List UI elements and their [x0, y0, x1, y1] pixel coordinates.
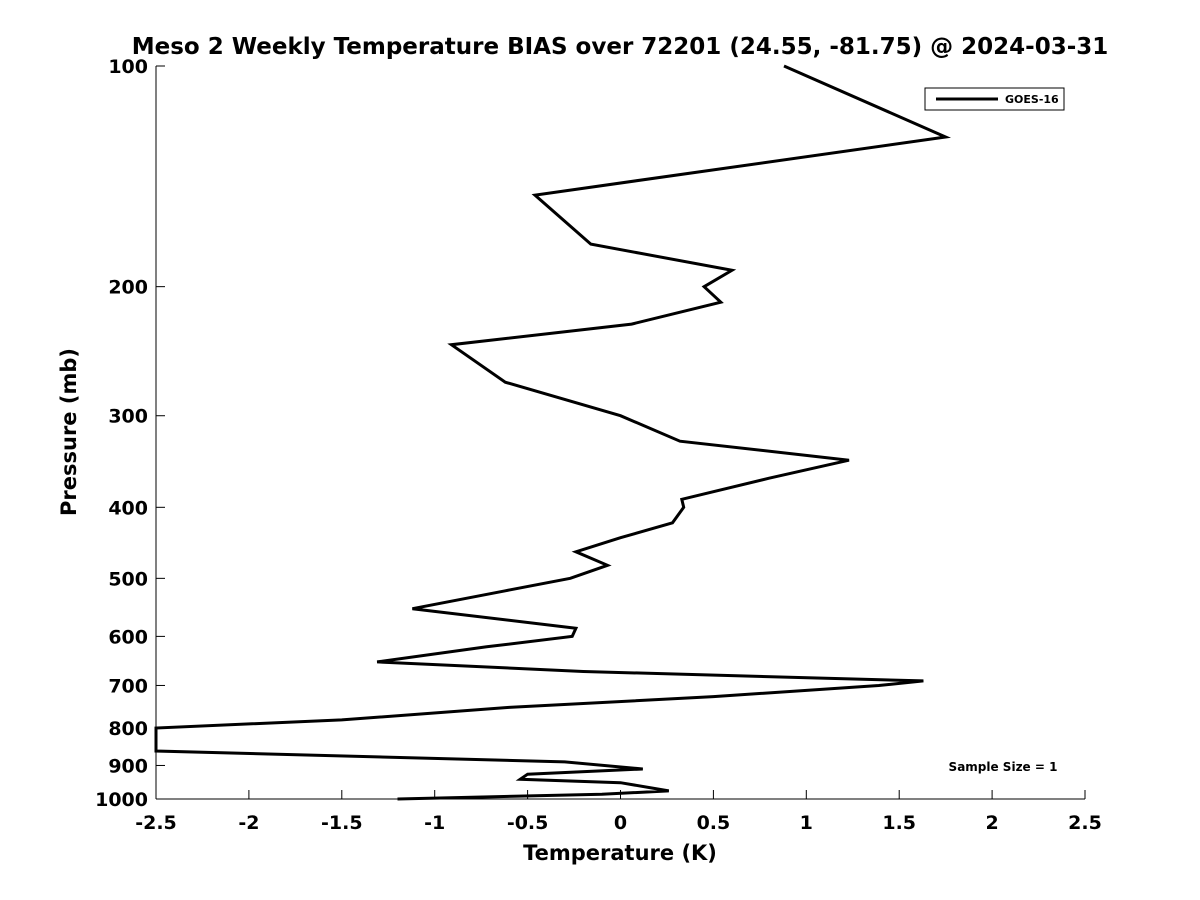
x-tick-label: -1.5 — [321, 812, 363, 834]
x-axis-label: Temperature (K) — [523, 841, 717, 865]
y-axis-label: Pressure (mb) — [57, 348, 81, 516]
chart-title: Meso 2 Weekly Temperature BIAS over 7220… — [132, 34, 1109, 60]
y-axis-ticks: 100 200 300 400 500 600 700 800 900 1000 — [95, 56, 165, 811]
y-tick-label: 900 — [108, 755, 148, 777]
y-tick-label: 800 — [108, 718, 148, 740]
x-tick-label: 2 — [985, 812, 998, 834]
x-tick-label: -1 — [424, 812, 445, 834]
y-tick-label: 1000 — [95, 789, 148, 811]
x-tick-label: 1.5 — [882, 812, 916, 834]
x-tick-label: -0.5 — [507, 812, 549, 834]
legend: GOES-16 — [924, 87, 1065, 111]
series-line-goes-16 — [154, 64, 952, 801]
y-tick-label: 300 — [108, 406, 148, 428]
y-tick-label: 600 — [108, 626, 148, 648]
y-tick-label: 400 — [108, 497, 148, 519]
y-tick-label: 200 — [108, 277, 148, 299]
y-tick-label: 100 — [108, 56, 148, 78]
sample-size-annotation: Sample Size = 1 — [949, 760, 1058, 774]
x-axis-ticks: -2.5 -2 -1.5 -1 -0.5 0 0.5 1 1.5 2 2.5 — [135, 790, 1102, 834]
x-tick-label: 2.5 — [1068, 812, 1102, 834]
plot-series — [154, 64, 952, 801]
y-tick-label: 700 — [108, 675, 148, 697]
x-tick-label: 0 — [614, 812, 627, 834]
y-tick-label: 500 — [108, 568, 148, 590]
legend-label-goes-16: GOES-16 — [1005, 93, 1059, 106]
x-tick-label: -2.5 — [135, 812, 177, 834]
x-tick-label: -2 — [238, 812, 259, 834]
x-tick-label: 0.5 — [697, 812, 731, 834]
x-tick-label: 1 — [800, 812, 813, 834]
